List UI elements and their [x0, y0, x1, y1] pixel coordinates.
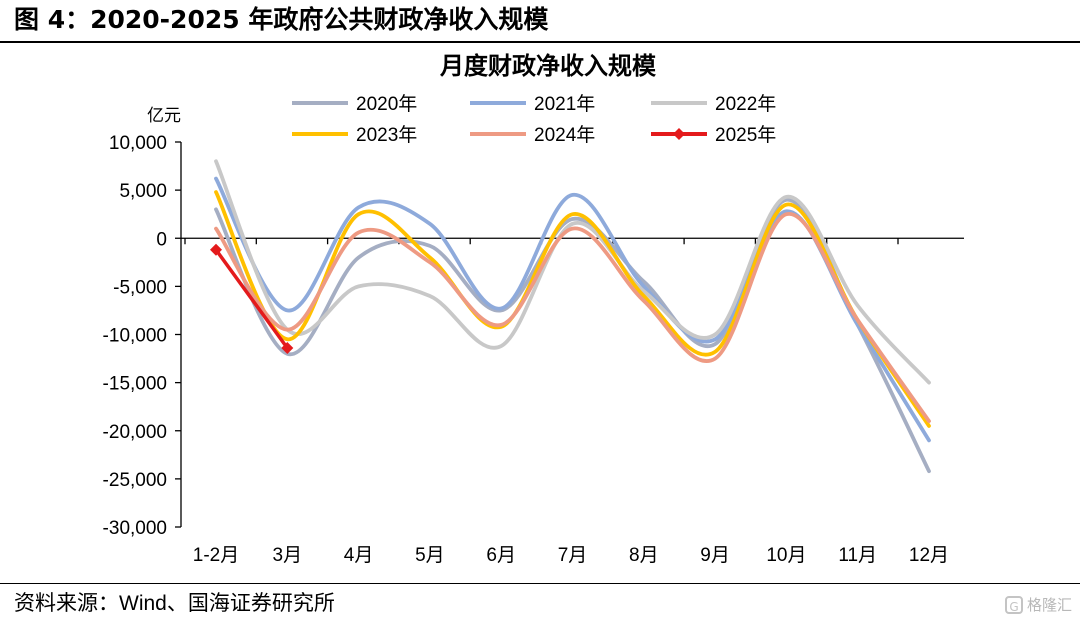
x-tick-label: 5月 [415, 545, 445, 566]
y-axis-unit-label: 亿元 [147, 106, 181, 126]
x-tick-label: 1-2月 [193, 545, 239, 566]
watermark: G 格隆汇 [1004, 594, 1072, 615]
x-tick-label: 12月 [909, 545, 949, 566]
figure-title: 图 4：2020-2025 年政府公共财政净收入规模 [14, 5, 549, 34]
legend-label: 2023年 [356, 124, 417, 146]
x-tick-label: 11月 [838, 545, 877, 566]
y-tick-label: -15,000 [103, 374, 167, 395]
legend-marker [673, 128, 685, 140]
x-tick-label: 10月 [766, 545, 806, 566]
y-tick-label: -30,000 [103, 518, 167, 539]
x-tick-label: 6月 [486, 545, 516, 566]
legend-label: 2021年 [534, 93, 595, 115]
title-rule [0, 41, 1080, 43]
y-tick-label: -5,000 [113, 277, 167, 298]
legend-label: 2024年 [534, 124, 595, 146]
series-2025-point [210, 243, 222, 256]
series-2024-line [214, 212, 931, 423]
x-tick-label: 7月 [558, 545, 588, 566]
x-tick-label: 8月 [629, 545, 659, 566]
y-tick-label: 0 [156, 229, 167, 250]
series-2025-point [281, 341, 294, 354]
x-tick-label: 9月 [700, 545, 730, 566]
x-tick-label: 3月 [273, 545, 303, 566]
source-rule [0, 583, 1080, 584]
legend-label: 2025年 [715, 124, 776, 146]
y-tick-label: 5,000 [119, 181, 167, 202]
y-tick-label: -10,000 [103, 326, 167, 347]
series-2022-line [214, 159, 931, 385]
source-note: 资料来源：Wind、国海证券研究所 [14, 592, 335, 615]
watermark-logo-icon: G [1004, 595, 1023, 614]
legend-label: 2022年 [715, 93, 776, 115]
legend-label: 2020年 [356, 93, 417, 115]
series-2025-line [214, 248, 289, 350]
y-tick-label: -20,000 [103, 422, 167, 443]
y-tick-label: 10,000 [109, 133, 167, 154]
chart-title: 月度财政净收入规模 [439, 52, 657, 80]
x-tick-label: 4月 [344, 545, 374, 566]
y-tick-label: -25,000 [103, 470, 167, 491]
watermark-text: 格隆汇 [1026, 596, 1072, 614]
